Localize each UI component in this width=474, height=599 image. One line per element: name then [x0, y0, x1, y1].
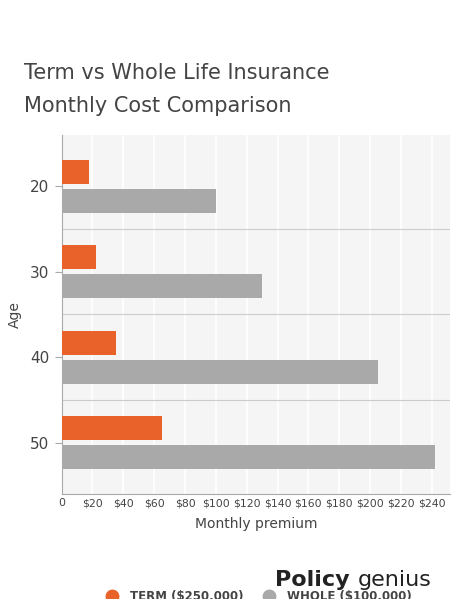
Bar [62, 360, 378, 384]
Bar [62, 446, 435, 470]
X-axis label: Monthly premium: Monthly premium [195, 517, 317, 531]
Bar [62, 416, 162, 440]
Text: genius: genius [358, 570, 432, 590]
Legend: TERM ($250,000), WHOLE ($100,000): TERM ($250,000), WHOLE ($100,000) [100, 590, 412, 599]
Text: Term vs Whole Life Insurance: Term vs Whole Life Insurance [24, 63, 329, 83]
Y-axis label: Age: Age [8, 301, 21, 328]
Text: Policy: Policy [275, 570, 349, 590]
Bar [62, 331, 116, 355]
Bar [62, 274, 262, 298]
Text: Monthly Cost Comparison: Monthly Cost Comparison [24, 96, 291, 116]
Bar [62, 189, 216, 213]
Bar [62, 159, 90, 183]
Bar [62, 245, 96, 269]
